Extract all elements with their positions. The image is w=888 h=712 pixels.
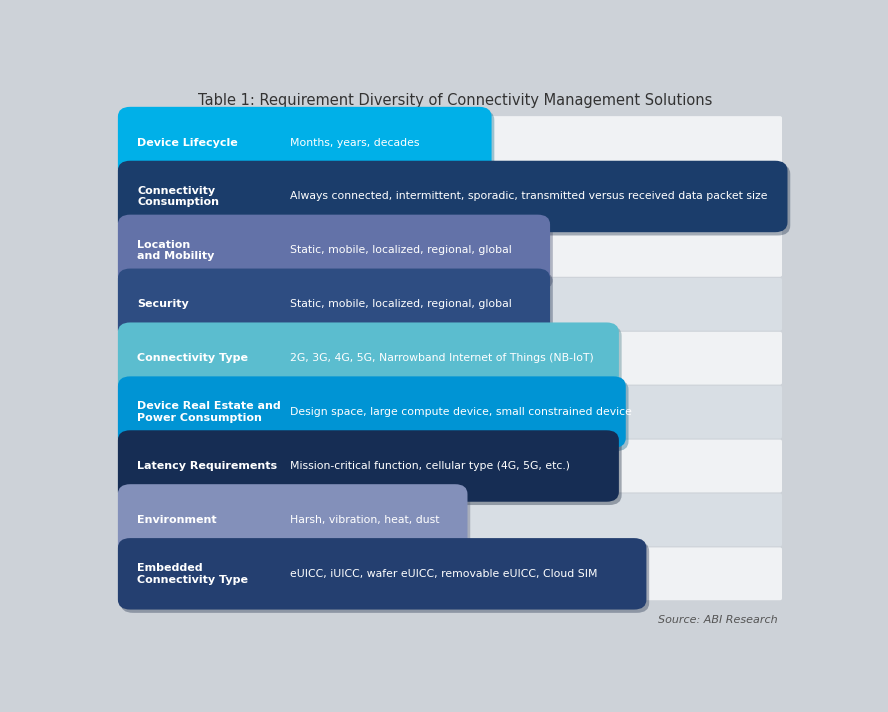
- Text: Mission-critical function, cellular type (4G, 5G, etc.): Mission-critical function, cellular type…: [289, 461, 570, 471]
- Text: Latency Requirements: Latency Requirements: [137, 461, 277, 471]
- FancyBboxPatch shape: [121, 379, 629, 451]
- FancyBboxPatch shape: [118, 377, 626, 448]
- FancyBboxPatch shape: [121, 272, 553, 343]
- FancyBboxPatch shape: [128, 493, 782, 546]
- Text: Location
and Mobility: Location and Mobility: [137, 239, 215, 261]
- FancyBboxPatch shape: [128, 386, 782, 439]
- Text: Static, mobile, localized, regional, global: Static, mobile, localized, regional, glo…: [289, 246, 511, 256]
- FancyBboxPatch shape: [118, 214, 550, 286]
- FancyBboxPatch shape: [121, 110, 495, 182]
- Text: Harsh, vibration, heat, dust: Harsh, vibration, heat, dust: [289, 515, 440, 525]
- Text: eUICC, iUICC, wafer eUICC, removable eUICC, Cloud SIM: eUICC, iUICC, wafer eUICC, removable eUI…: [289, 569, 598, 579]
- Text: Table 1: Requirement Diversity of Connectivity Management Solutions: Table 1: Requirement Diversity of Connec…: [198, 93, 712, 108]
- FancyBboxPatch shape: [118, 268, 550, 340]
- FancyBboxPatch shape: [128, 332, 782, 384]
- Text: Device Lifecycle: Device Lifecycle: [137, 137, 238, 147]
- Text: Always connected, intermittent, sporadic, transmitted versus received data packe: Always connected, intermittent, sporadic…: [289, 192, 767, 201]
- FancyBboxPatch shape: [128, 439, 782, 493]
- FancyBboxPatch shape: [121, 326, 622, 397]
- Text: Source: ABI Research: Source: ABI Research: [657, 615, 777, 625]
- Text: Device Real Estate and
Power Consumption: Device Real Estate and Power Consumption: [137, 402, 281, 423]
- FancyBboxPatch shape: [121, 541, 649, 613]
- Text: Security: Security: [137, 299, 189, 309]
- Text: Design space, large compute device, small constrained device: Design space, large compute device, smal…: [289, 407, 631, 417]
- FancyBboxPatch shape: [118, 107, 492, 178]
- FancyBboxPatch shape: [128, 170, 782, 223]
- FancyBboxPatch shape: [128, 116, 782, 169]
- Text: Months, years, decades: Months, years, decades: [289, 137, 419, 147]
- FancyBboxPatch shape: [128, 548, 782, 600]
- FancyBboxPatch shape: [128, 278, 782, 330]
- FancyBboxPatch shape: [128, 224, 782, 277]
- FancyBboxPatch shape: [118, 323, 619, 394]
- FancyBboxPatch shape: [121, 164, 790, 236]
- FancyBboxPatch shape: [118, 430, 619, 502]
- FancyBboxPatch shape: [118, 161, 788, 232]
- FancyBboxPatch shape: [121, 218, 553, 289]
- Text: Environment: Environment: [137, 515, 217, 525]
- Text: Connectivity
Consumption: Connectivity Consumption: [137, 186, 219, 207]
- FancyBboxPatch shape: [118, 538, 646, 609]
- FancyBboxPatch shape: [118, 484, 467, 555]
- Text: Embedded
Connectivity Type: Embedded Connectivity Type: [137, 563, 248, 585]
- Text: Static, mobile, localized, regional, global: Static, mobile, localized, regional, glo…: [289, 299, 511, 309]
- Text: Connectivity Type: Connectivity Type: [137, 353, 248, 363]
- FancyBboxPatch shape: [121, 434, 622, 505]
- Text: 2G, 3G, 4G, 5G, Narrowband Internet of Things (NB-IoT): 2G, 3G, 4G, 5G, Narrowband Internet of T…: [289, 353, 594, 363]
- FancyBboxPatch shape: [121, 488, 471, 559]
